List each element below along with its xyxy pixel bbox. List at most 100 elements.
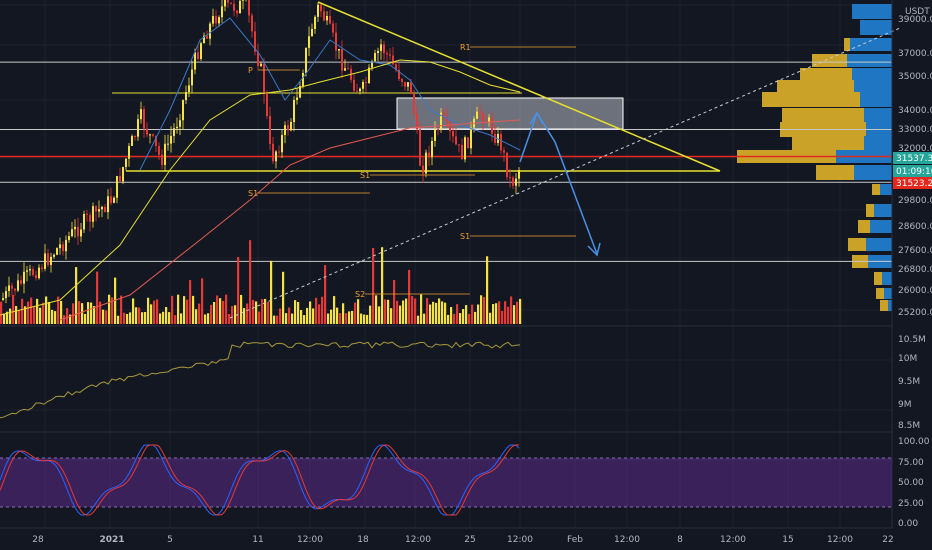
volume-bar xyxy=(174,315,177,324)
candle-body xyxy=(71,229,73,237)
volume-bar xyxy=(144,311,147,324)
volume-bar xyxy=(372,247,375,324)
candle-body xyxy=(65,239,67,252)
volume-bar xyxy=(393,280,396,324)
volume-bar xyxy=(498,301,501,324)
candle-body xyxy=(125,158,127,168)
volume-bar xyxy=(105,310,108,324)
projection-path xyxy=(519,111,598,255)
candle-body xyxy=(284,125,286,136)
vp-sell-bar xyxy=(864,108,892,123)
volume-bar xyxy=(288,307,291,324)
volume-bar xyxy=(6,311,9,324)
time-tick-label: 2021 xyxy=(99,535,124,545)
volume-bar xyxy=(519,298,522,324)
volume-bar xyxy=(333,296,336,324)
volume-bar xyxy=(231,305,234,324)
stoch-axis[interactable]: 100.00 75.00 50.00 25.00 0.00 xyxy=(898,437,930,529)
volume-bar xyxy=(351,310,354,324)
candle-body xyxy=(395,64,397,70)
volume-bar xyxy=(495,303,498,324)
volume-bar xyxy=(327,313,330,324)
vp-sell-bar xyxy=(884,288,892,299)
vp-sell-bar xyxy=(852,4,892,19)
candle-body xyxy=(326,16,328,21)
candle-body xyxy=(317,4,319,17)
candle-body xyxy=(239,0,241,14)
candle-body xyxy=(461,144,463,160)
volume-bar xyxy=(405,298,408,324)
volume-bar xyxy=(378,306,381,324)
volume-bar xyxy=(321,296,324,324)
pivot-label: S1 xyxy=(248,189,258,198)
price-axis[interactable]: 39000.00 37000.00 35000.00 34000.00 33000.00… xyxy=(898,15,932,318)
volume-bar xyxy=(489,312,492,324)
candle-body xyxy=(506,152,508,178)
candle-body xyxy=(383,44,385,54)
candle-body xyxy=(14,288,16,291)
candle-body xyxy=(329,16,331,24)
vp-buy-bar xyxy=(844,38,850,51)
ma-line xyxy=(0,59,521,316)
pivot-label: R1 xyxy=(460,43,471,52)
vp-buy-bar xyxy=(762,92,860,107)
volume-bar xyxy=(93,306,96,324)
time-axis[interactable]: 28 2021 5 11 12:00 18 12:00 25 12:00 Feb 12:00 8 12:… xyxy=(32,535,893,545)
candle-body xyxy=(50,256,52,265)
volume-bar xyxy=(468,314,471,324)
volume-bar xyxy=(90,302,93,324)
obv-tick-label: 8.5M xyxy=(898,421,920,431)
volume-bar xyxy=(294,300,297,324)
vp-buy-bar xyxy=(858,220,870,233)
candle-body xyxy=(416,113,418,130)
candle-body xyxy=(200,43,202,60)
candle-body xyxy=(281,135,283,153)
candle-body xyxy=(68,236,70,240)
obv-axis[interactable]: 10.5M 10M 9.5M 9M 8.5M xyxy=(898,335,926,431)
price-tag-box xyxy=(893,177,932,189)
candle-body xyxy=(515,178,517,186)
candle-body xyxy=(92,206,94,222)
candle-body xyxy=(80,229,82,237)
volume-bar xyxy=(483,297,486,324)
candle-body xyxy=(338,49,340,51)
candle-body xyxy=(452,131,454,137)
candle-body xyxy=(20,280,22,284)
vp-sell-bar xyxy=(888,300,892,311)
volume-bar xyxy=(246,303,249,324)
candle-body xyxy=(167,143,169,145)
time-tick-label: Feb xyxy=(567,535,583,545)
volume-bar xyxy=(303,315,306,324)
volume-bar xyxy=(276,315,279,324)
vp-buy-bar xyxy=(782,108,864,123)
candle-body xyxy=(260,63,262,66)
volume-bar xyxy=(312,308,315,324)
volume-bar xyxy=(117,315,120,324)
candle-body xyxy=(230,2,232,4)
price-tick-label: 27600.00 xyxy=(898,246,932,256)
volume-bar xyxy=(465,305,468,324)
volume-bar xyxy=(375,295,378,324)
candle-body xyxy=(215,15,217,24)
candle-body xyxy=(128,145,130,159)
volume-bar xyxy=(45,296,48,324)
candle-body xyxy=(47,253,49,265)
candle-body xyxy=(440,112,442,130)
volume-bar xyxy=(354,302,357,324)
candle-body xyxy=(104,206,106,213)
volume-bar xyxy=(186,299,189,324)
stoch-band xyxy=(0,458,892,507)
volume-bar xyxy=(384,299,387,324)
stoch-tick-label: 100.00 xyxy=(898,437,930,447)
candle-body xyxy=(482,113,484,122)
volume-bar xyxy=(414,298,417,324)
volume-bar xyxy=(279,308,282,324)
volume-bar xyxy=(228,314,231,324)
candle-body xyxy=(347,68,349,70)
candle-body xyxy=(248,0,250,16)
candle-body xyxy=(140,109,142,120)
volume-bar xyxy=(111,297,114,324)
candle-body xyxy=(194,52,196,70)
candle-body xyxy=(449,121,451,132)
